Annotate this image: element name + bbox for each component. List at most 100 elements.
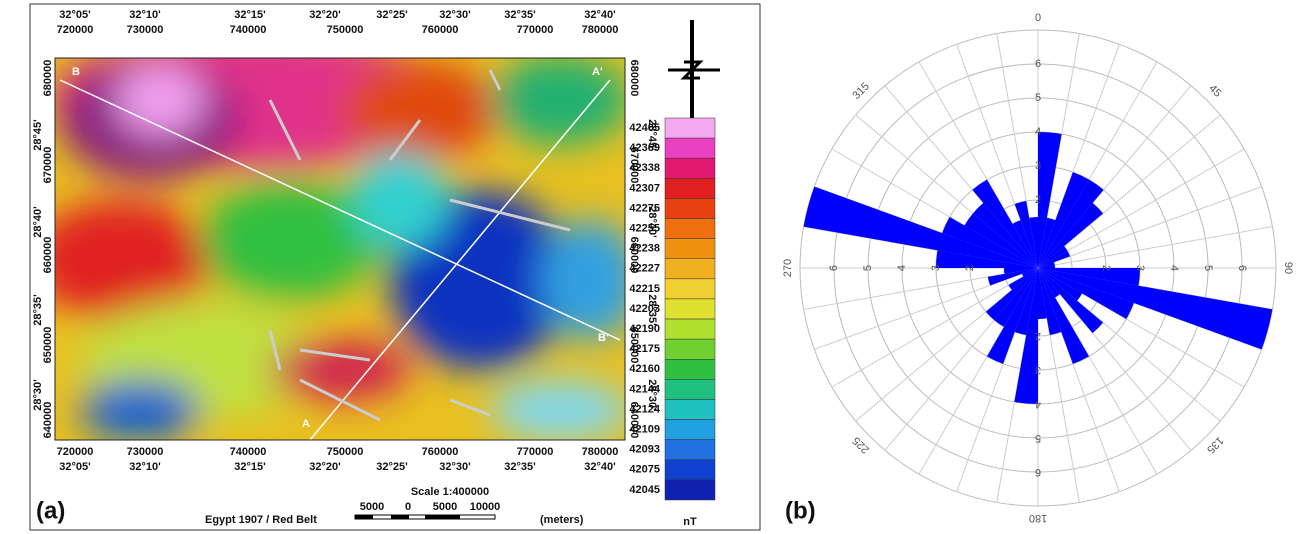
easting-label: 730000 <box>127 446 164 458</box>
radial-tick-label: 2 <box>964 265 976 271</box>
radial-tick-label: 6 <box>828 265 840 271</box>
lat-label: 28°40' <box>32 206 44 238</box>
colorbar-cell <box>665 460 715 480</box>
angle-label: 45 <box>1206 83 1223 100</box>
easting-label: 780000 <box>582 446 619 458</box>
lon-label: 32°05' <box>59 9 91 21</box>
colorbar-cell <box>665 420 715 440</box>
scale-unit: (meters) <box>540 514 584 526</box>
radial-tick-label: 6 <box>1236 265 1248 271</box>
easting-label: 770000 <box>517 24 554 36</box>
easting-label: 720000 <box>57 24 94 36</box>
northing-label: 670000 <box>42 147 54 184</box>
lon-label: 32°20' <box>309 9 341 21</box>
radial-tick-label: 3 <box>1134 265 1146 271</box>
lat-label: 28°45' <box>32 119 44 151</box>
colorbar-cell <box>665 239 715 259</box>
radial-tick-label: 3 <box>1035 160 1041 172</box>
colorbar-cell <box>665 178 715 198</box>
northing-label: 680000 <box>628 60 640 97</box>
radial-tick-label: 4 <box>1168 265 1180 271</box>
northing-label: 670000 <box>628 147 640 184</box>
northing-label: 680000 <box>42 60 54 97</box>
colorbar-cell <box>665 379 715 399</box>
colorbar-cell <box>665 480 715 500</box>
radial-tick-label: 5 <box>1035 432 1041 444</box>
radial-tick-label: 5 <box>862 265 874 271</box>
profile-label: A <box>302 418 310 430</box>
colorbar-cell <box>665 259 715 279</box>
northing-label: 660000 <box>628 237 640 274</box>
lon-label: 32°35' <box>504 461 536 473</box>
radial-tick-label: 4 <box>1035 126 1041 138</box>
colorbar-label: 42045 <box>629 484 660 496</box>
lat-label: 28°40' <box>646 206 658 238</box>
angle-label: 135 <box>1204 434 1225 455</box>
colorbar-cell <box>665 440 715 460</box>
easting-label: 730000 <box>127 24 164 36</box>
lon-label: 32°10' <box>129 461 161 473</box>
colorbar-label: 42075 <box>629 464 660 476</box>
figure: B B' A A' 424054236942338423074227542255… <box>0 0 1304 534</box>
colorbar-cell <box>665 138 715 158</box>
easting-label: 760000 <box>422 446 459 458</box>
scale-label: 5000 <box>433 501 457 513</box>
colorbar-unit: nT <box>683 516 697 528</box>
lon-label: 32°15' <box>234 9 266 21</box>
profile-label: B' <box>598 332 609 344</box>
profile-label: A' <box>592 66 603 78</box>
angle-label: 0 <box>1035 12 1041 24</box>
panel-label: (a) <box>36 497 65 524</box>
colorbar-cell <box>665 219 715 239</box>
lon-label: 32°05' <box>59 461 91 473</box>
lon-label: 32°25' <box>376 461 408 473</box>
lat-label: 28°30' <box>646 379 658 411</box>
easting-label: 740000 <box>230 446 267 458</box>
easting-label: 780000 <box>582 24 619 36</box>
radial-tick-label: 5 <box>1202 265 1214 271</box>
scale-label: 0 <box>405 501 411 513</box>
lat-label: 28°35' <box>32 294 44 326</box>
colorbar-label: 42307 <box>629 182 660 194</box>
radial-tick-label: 4 <box>896 265 908 271</box>
colorbar-label: 42215 <box>629 283 660 295</box>
northing-label: 640000 <box>628 402 640 439</box>
northing-label: 650000 <box>42 327 54 364</box>
magnetic-map <box>30 30 640 440</box>
lat-label: 28°45' <box>646 119 658 151</box>
colorbar-cell <box>665 198 715 218</box>
colorbar-cell <box>665 339 715 359</box>
lon-label: 32°40' <box>584 9 616 21</box>
angle-label: 270 <box>782 259 794 277</box>
colorbar-cell <box>665 279 715 299</box>
datum: Egypt 1907 / Red Belt <box>205 514 317 526</box>
angle-label: 90 <box>1282 262 1294 274</box>
radial-tick-label: 2 <box>1100 265 1112 271</box>
colorbar-cell <box>665 299 715 319</box>
panel-label: (b) <box>785 497 816 524</box>
radial-tick-label: 3 <box>930 265 942 271</box>
lon-label: 32°25' <box>376 9 408 21</box>
easting-label: 720000 <box>57 446 94 458</box>
easting-label: 750000 <box>327 24 364 36</box>
scale-label: 10000 <box>470 501 501 513</box>
northing-label: 660000 <box>42 237 54 274</box>
angle-label: 180 <box>1029 512 1047 524</box>
radial-tick-label: 2 <box>1035 330 1041 342</box>
scale-bar <box>355 515 495 519</box>
lon-label: 32°35' <box>504 9 536 21</box>
lon-label: 32°30' <box>439 461 471 473</box>
colorbar-cell <box>665 158 715 178</box>
colorbar-cell <box>665 359 715 379</box>
northing-label: 640000 <box>42 402 54 439</box>
radial-tick-label: 2 <box>1035 194 1041 206</box>
radial-tick-label: 3 <box>1035 364 1041 376</box>
lat-label: 28°35' <box>646 294 658 326</box>
lon-label: 32°30' <box>439 9 471 21</box>
northing-label: 650000 <box>628 327 640 364</box>
easting-label: 770000 <box>517 446 554 458</box>
angle-label: 225 <box>850 434 871 455</box>
colorbar-label: 42093 <box>629 444 660 456</box>
lon-label: 32°20' <box>309 461 341 473</box>
